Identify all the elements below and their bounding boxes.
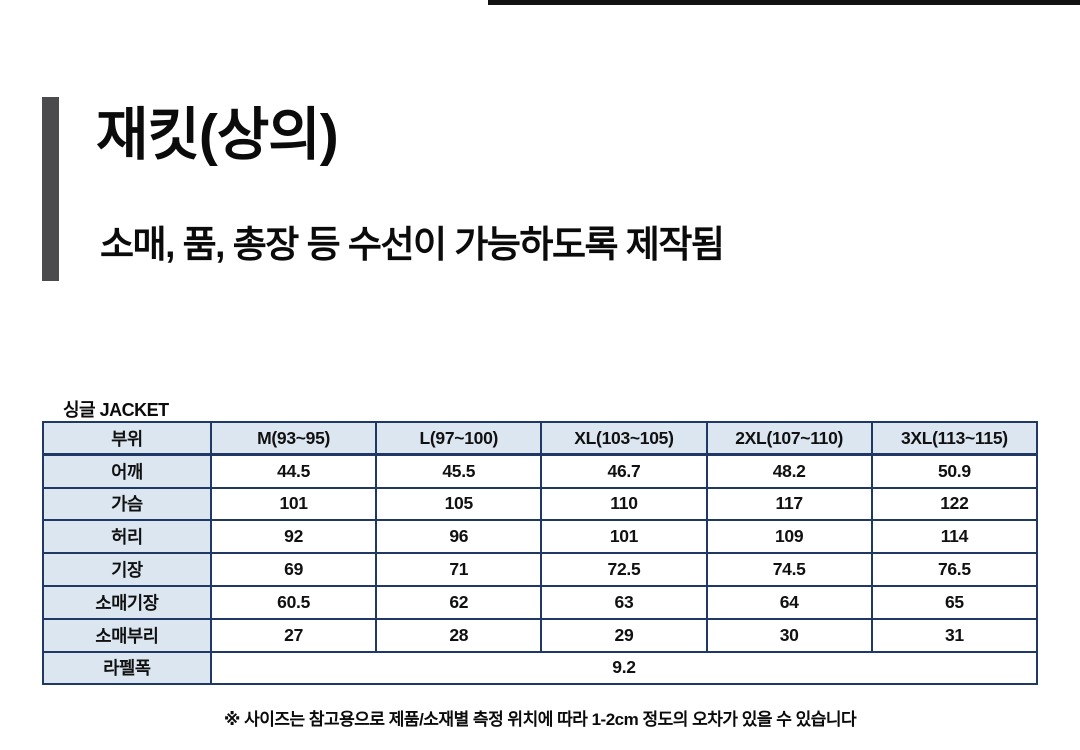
top-border-line <box>488 0 1080 5</box>
cell-value: 28 <box>375 617 543 653</box>
page-title: 재킷(상의) <box>96 103 339 167</box>
table-row: 가슴 101 105 110 117 122 <box>42 486 1039 522</box>
cell-value: 64 <box>705 584 873 620</box>
cell-value: 109 <box>705 519 873 555</box>
row-label: 소매부리 <box>42 617 212 653</box>
column-header-size: 2XL(107~110) <box>705 421 873 457</box>
cell-value: 71 <box>375 552 543 587</box>
table-row: 허리 92 96 101 109 114 <box>42 519 1039 555</box>
cell-value: 60.5 <box>209 584 378 620</box>
row-label: 허리 <box>42 519 212 555</box>
column-header-size: XL(103~105) <box>540 421 708 457</box>
size-table-header-row: 부위 M(93~95) L(97~100) XL(103~105) 2XL(107~11… <box>42 421 1039 457</box>
cell-value: 74.5 <box>705 552 873 587</box>
cell-value: 48.2 <box>705 453 873 489</box>
size-table: 부위 M(93~95) L(97~100) XL(103~105) 2XL(107~11… <box>42 421 1039 686</box>
cell-value: 46.7 <box>540 453 708 489</box>
table-row: 소매기장 60.5 62 63 64 65 <box>42 584 1039 620</box>
cell-value: 31 <box>870 617 1039 653</box>
cell-value: 62 <box>375 584 543 620</box>
column-header-size: L(97~100) <box>375 421 543 457</box>
cell-value: 30 <box>705 617 873 653</box>
cell-value: 110 <box>540 486 708 522</box>
cell-value: 65 <box>870 584 1039 620</box>
cell-value: 76.5 <box>870 552 1039 587</box>
cell-value: 9.2 <box>210 650 1038 686</box>
column-header-size: 3XL(113~115) <box>870 421 1039 457</box>
cell-value: 63 <box>540 584 708 620</box>
cell-value: 44.5 <box>209 453 378 489</box>
cell-value: 117 <box>705 486 873 522</box>
cell-value: 105 <box>375 486 543 522</box>
column-header-size: M(93~95) <box>209 421 378 457</box>
cell-value: 101 <box>540 519 708 555</box>
cell-value: 50.9 <box>870 453 1039 489</box>
row-label: 가슴 <box>42 486 212 522</box>
cell-value: 29 <box>540 617 708 653</box>
row-label: 소매기장 <box>42 584 212 620</box>
row-label: 기장 <box>42 552 212 587</box>
page-subtitle: 소매, 품, 총장 등 수선이 가능하도록 제작됨 <box>100 224 725 265</box>
cell-value: 69 <box>209 552 378 587</box>
title-accent-bar <box>42 97 59 281</box>
size-footnote: ※ 사이즈는 참고용으로 제품/소재별 측정 위치에 따라 1-2cm 정도의 … <box>223 710 857 729</box>
cell-value: 27 <box>209 617 378 653</box>
size-table-body: 어깨 44.5 45.5 46.7 48.2 50.9 가슴 101 105 110 117 122 허… <box>42 453 1039 686</box>
cell-value: 96 <box>375 519 543 555</box>
table-row: 소매부리 27 28 29 30 31 <box>42 617 1039 653</box>
table-row: 라펠폭 9.2 <box>42 650 1038 686</box>
table-row: 기장 69 71 72.5 74.5 76.5 <box>42 552 1039 587</box>
cell-value: 122 <box>870 486 1039 522</box>
cell-value: 114 <box>870 519 1039 555</box>
row-label: 어깨 <box>42 453 212 489</box>
cell-value: 92 <box>209 519 378 555</box>
row-label: 라펠폭 <box>42 650 212 686</box>
column-header-part: 부위 <box>42 421 212 457</box>
table-row: 어깨 44.5 45.5 46.7 48.2 50.9 <box>42 453 1039 489</box>
table-caption: 싱글 JACKET <box>63 400 169 420</box>
cell-value: 45.5 <box>375 453 543 489</box>
cell-value: 72.5 <box>540 552 708 587</box>
cell-value: 101 <box>209 486 378 522</box>
